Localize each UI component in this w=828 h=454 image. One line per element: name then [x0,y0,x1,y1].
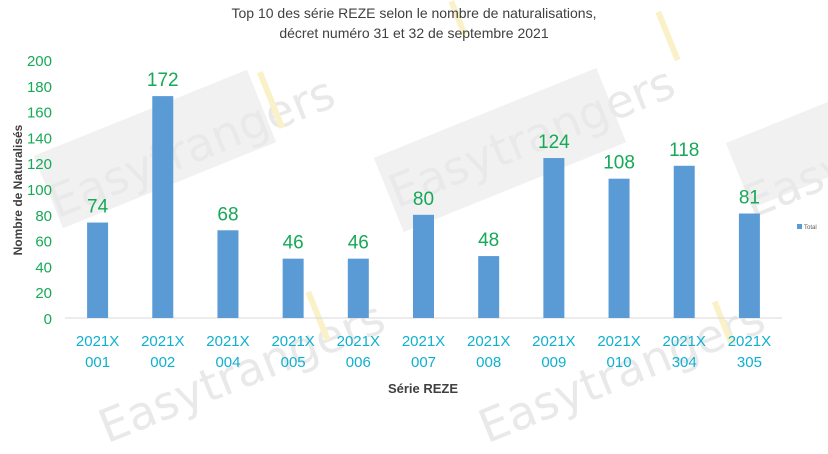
bar [217,230,239,318]
x-tick-label: 2021X [271,333,314,350]
bar [608,178,630,318]
data-label: 118 [669,140,699,161]
bar [673,165,695,318]
x-tick-label: 001 [85,354,110,371]
x-tick-label: 008 [476,354,501,371]
x-tick-label: 009 [541,354,566,371]
data-label: 74 [87,197,109,218]
y-tick-label: 200 [27,53,52,70]
bar [738,213,760,318]
x-tick-label: 010 [607,354,632,371]
y-tick-label: 180 [27,79,52,96]
x-tick-labels: 2021X 001 2021X 002 2021X 004 2021X 005 2021X 006… [76,333,771,371]
y-tick-label: 0 [44,311,52,328]
x-axis-label: Série REZE [388,381,458,396]
x-tick-label: 304 [672,354,697,371]
x-tick-label: 2021X [532,333,575,350]
chart-subtitle: décret numéro 31 et 32 de septembre 2021 [279,25,549,41]
x-tick-label: 005 [281,354,306,371]
data-label: 46 [348,233,369,254]
bar [282,258,304,318]
data-label: 68 [217,204,238,225]
bar [87,222,109,318]
bar-chart: Top 10 des série REZE selon le nombre de… [11,5,817,396]
x-tick-label: 305 [737,354,762,371]
data-labels: 74 172 68 46 46 80 48 124 108 118 81 [87,70,760,254]
x-tick-label: 2021X [663,333,706,350]
bar [478,256,500,318]
data-label: 48 [478,230,499,251]
bar [413,214,434,318]
data-label: 80 [413,189,434,210]
y-tick-label: 60 [35,234,52,251]
legend: Total [797,224,817,231]
x-tick-label: 002 [150,354,175,371]
x-tick-label: 2021X [467,333,510,350]
x-tick-label: 007 [411,354,436,371]
x-tick-label: 2021X [206,333,249,350]
y-tick-label: 140 [27,130,52,147]
data-label: 81 [739,188,760,209]
bar-series [87,96,760,319]
bar [347,258,369,318]
x-tick-label: 004 [215,354,240,371]
bar [152,96,174,319]
x-tick-label: 2021X [141,333,184,350]
data-label: 172 [147,70,179,91]
y-axis-label: Nombre de Naturalisés [11,124,25,255]
x-tick-label: 2021X [402,333,445,350]
y-tick-label: 100 [27,182,52,199]
x-tick-label: 006 [346,354,371,371]
y-tick-labels: 0 20 40 60 80 100 120 140 160 180 200 [27,53,52,328]
x-tick-label: 2021X [597,333,640,350]
y-tick-label: 160 [27,105,52,122]
y-tick-label: 120 [27,156,52,173]
x-tick-label: 2021X [76,333,119,350]
x-tick-label: 2021X [728,333,771,350]
data-label: 108 [603,153,635,174]
x-tick-label: 2021X [337,333,380,350]
data-label: 124 [538,132,570,153]
legend-swatch [797,224,802,229]
data-label: 46 [283,233,304,254]
y-tick-label: 40 [35,259,52,276]
bar [543,158,565,318]
y-tick-label: 80 [35,208,52,225]
y-tick-label: 20 [35,285,52,302]
legend-label: Total [804,225,817,231]
chart-title: Top 10 des série REZE selon le nombre de… [232,5,597,21]
